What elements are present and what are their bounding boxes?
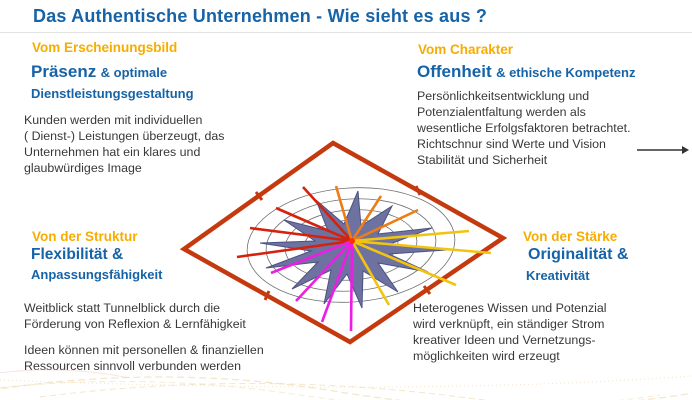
heading-kreativitaet: Kreativität	[526, 268, 590, 283]
body-bottom-left-1: Weitblick statt Tunnelblick durch die Fö…	[24, 301, 246, 331]
heading-flexibilitaet: Flexibilität &	[31, 246, 124, 263]
radar-spoke	[351, 239, 492, 255]
decorative-waves	[0, 369, 692, 400]
diamond-tick	[422, 285, 432, 295]
radar-spoke	[351, 229, 470, 243]
heading-offenheit: Offenheit & ethische Kompetenz	[417, 62, 635, 82]
diagram-center-dot	[349, 238, 355, 244]
heading-praesenz: Präsenz & optimale	[31, 62, 167, 82]
radar-spokes	[236, 185, 492, 332]
radar-spoke	[295, 240, 353, 302]
radar-spoke	[351, 239, 457, 287]
radar-spoke	[334, 185, 354, 242]
radar-spoke	[349, 240, 354, 332]
body-bottom-left-2: Ideen können mit personellen & finanziel…	[24, 343, 264, 373]
heading-anpassungsfaehigkeit: Anpassungsfähigkeit	[31, 267, 163, 282]
diamond-edge-ticks	[254, 185, 432, 301]
radar-spoke	[351, 208, 419, 243]
heading-originalitaet: Originalität &	[528, 246, 629, 263]
heading-offenheit-rest: & ethische Kompetenz	[496, 65, 636, 80]
title-separator-line	[0, 32, 692, 33]
radar-spoke	[236, 239, 353, 259]
body-top-right: Persönlichkeitsentwicklung und Potenzial…	[417, 89, 631, 167]
kicker-staerke: Von der Stärke	[523, 229, 618, 244]
diamond-tick	[263, 290, 271, 301]
heading-praesenz-main: Präsenz	[31, 62, 97, 81]
heading-offenheit-main: Offenheit	[417, 62, 492, 81]
radar-spoke	[320, 240, 354, 323]
radar-spoke	[249, 226, 353, 243]
radar-spoke	[350, 195, 383, 242]
slide-title: Das Authentische Unternehmen - Wie sieht…	[33, 6, 488, 26]
kicker-erscheinungsbild: Vom Erscheinungsbild	[32, 40, 178, 55]
radar-spoke	[302, 186, 353, 242]
kicker-struktur: Von der Struktur	[32, 229, 138, 244]
body-bottom-right: Heterogenes Wissen und Potenzial wird ve…	[413, 301, 607, 363]
radar-ring	[246, 187, 456, 303]
radar-spoke	[270, 239, 353, 275]
kicker-charakter: Vom Charakter	[418, 42, 514, 57]
diamond-frame	[179, 140, 508, 345]
diamond-tick	[254, 191, 264, 201]
radar-spoke	[350, 240, 391, 306]
radar-spoke	[275, 206, 353, 243]
diamond-tick	[414, 185, 422, 196]
heading-dienstleistungsgestaltung: Dienstleistungsgestaltung	[31, 86, 194, 101]
heading-praesenz-rest: & optimale	[100, 65, 168, 80]
body-top-left: Kunden werden mit individuellen ( Dienst…	[24, 113, 225, 175]
right-arrow-icon	[637, 146, 689, 154]
